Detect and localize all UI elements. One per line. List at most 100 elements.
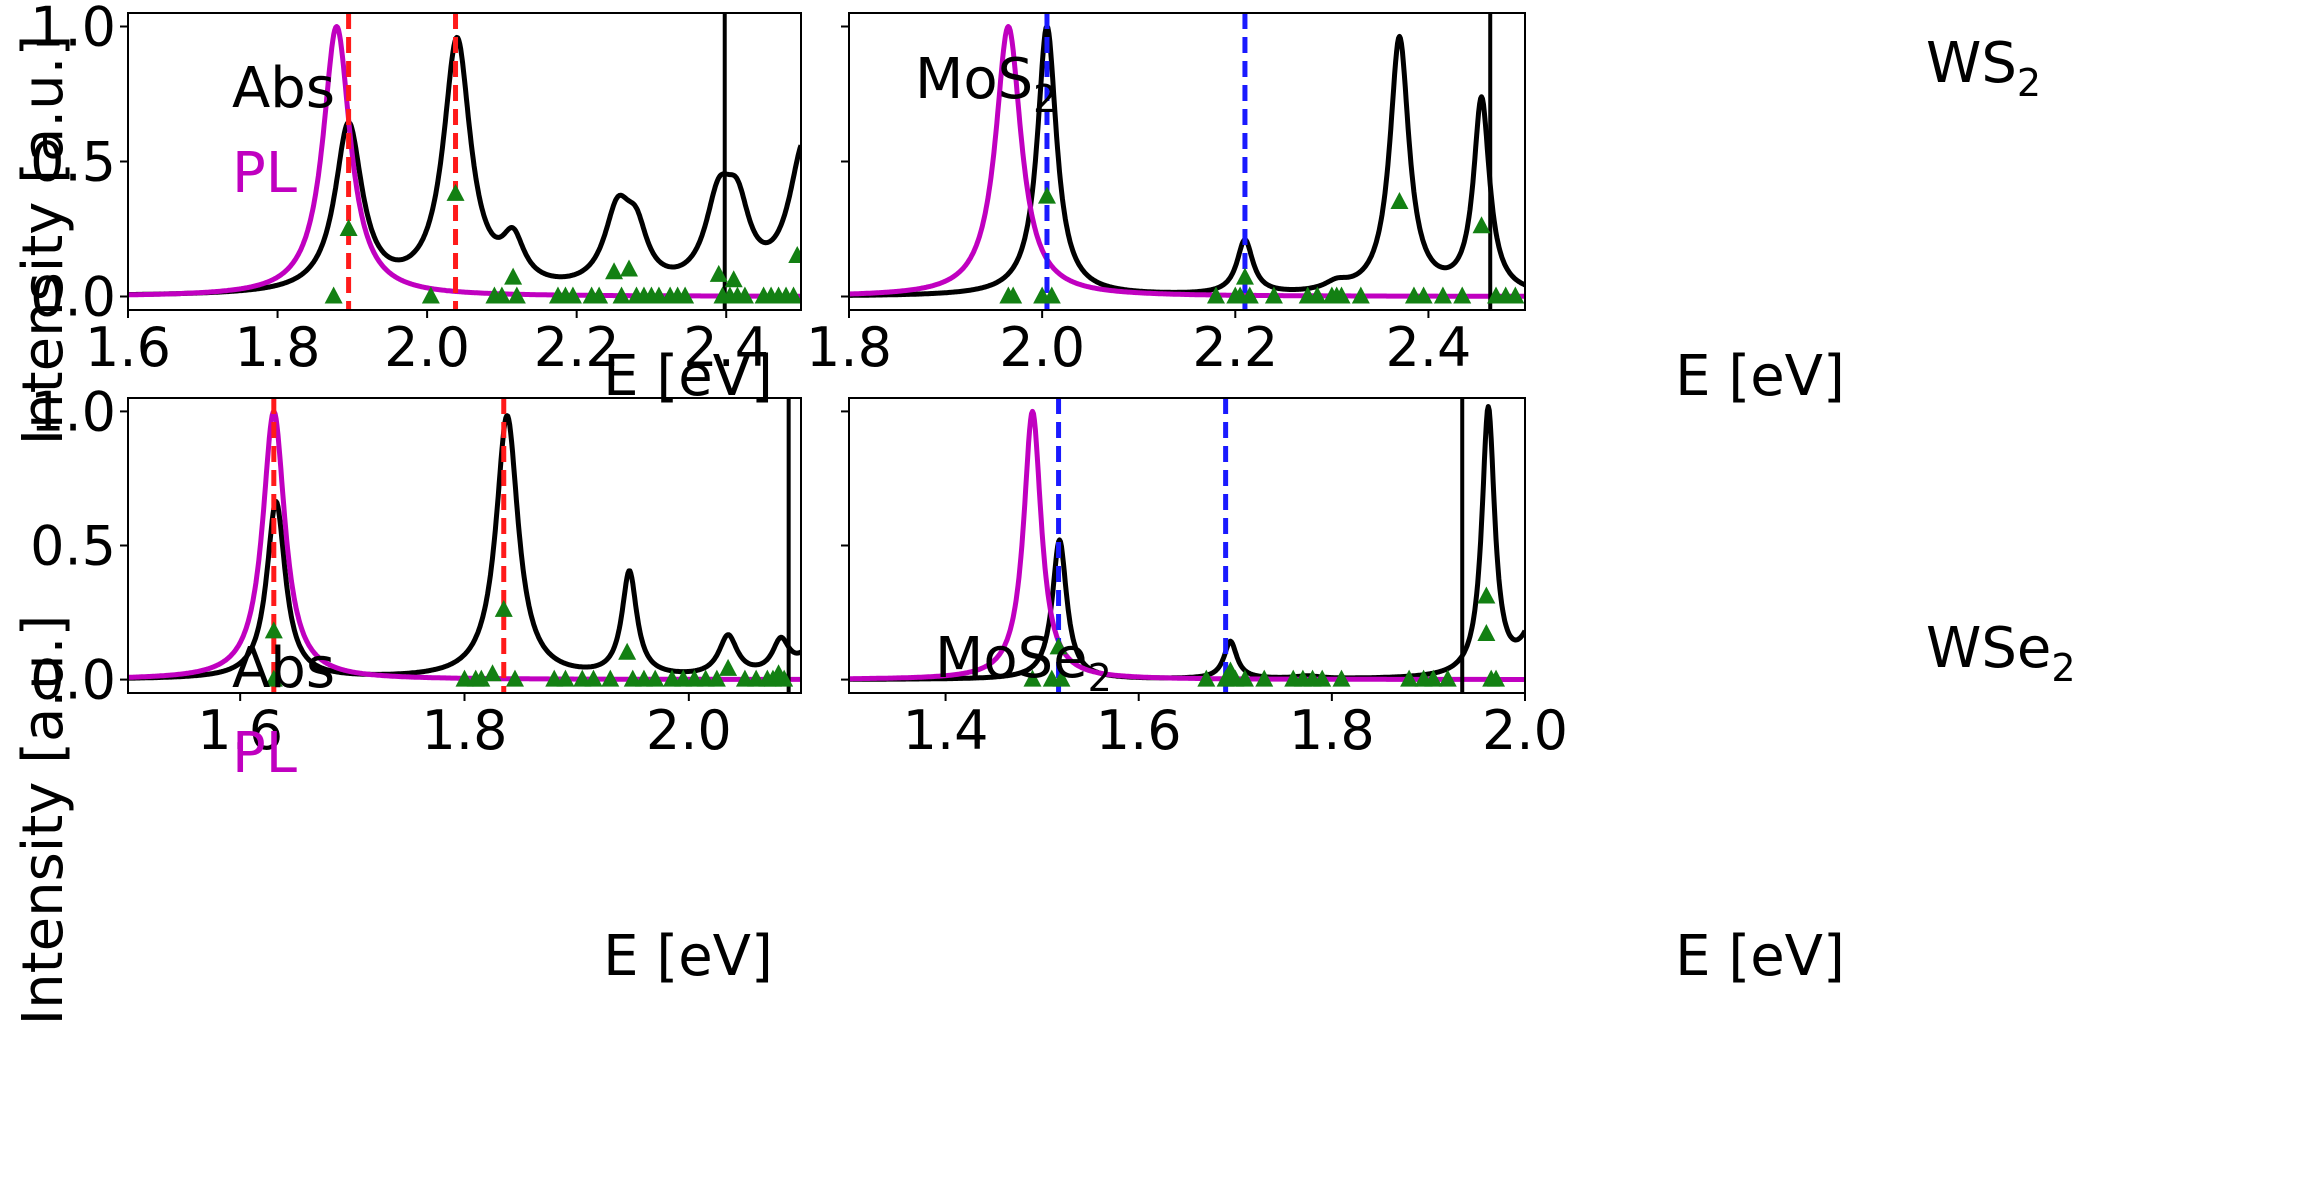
pl-curve <box>128 409 801 682</box>
oscillator-marker <box>1472 216 1491 234</box>
oscillator-marker <box>1037 186 1056 204</box>
material-label-2: MoSe2 <box>935 626 1112 700</box>
oscillator-marker <box>788 246 801 263</box>
oscillator-marker <box>504 267 523 285</box>
y-tick-label: 0.5 <box>30 131 116 194</box>
y-tick-label: 1.0 <box>30 380 116 443</box>
legend-pl-0: PL <box>232 141 297 206</box>
y-tick-label: 0.0 <box>30 649 116 712</box>
oscillator-marker <box>1313 669 1332 687</box>
x-tick-label: 1.4 <box>903 699 989 762</box>
oscillator-marker <box>483 664 502 682</box>
x-tick-label: 1.8 <box>235 316 321 379</box>
oscillator-marker <box>735 286 754 304</box>
oscillator-marker <box>1477 586 1496 604</box>
xlabel-3: E [eV] <box>1675 924 1845 989</box>
x-tick-label: 1.8 <box>806 316 892 379</box>
material-label-3: WSe2 <box>1926 616 2076 690</box>
oscillator-marker <box>1424 669 1443 687</box>
y-tick-label: 0.0 <box>30 266 116 329</box>
oscillator-marker <box>1506 286 1525 304</box>
oscillator-marker <box>709 264 728 282</box>
panel-mos2: 1.6 1.8 2.0 2.2 2.4 0.0 0.5 1.0 <box>30 0 802 379</box>
oscillator-marker <box>339 219 358 236</box>
oscillator-marker <box>494 599 513 617</box>
panel-wse2: 1.4 1.6 1.8 2.0 <box>841 397 1568 762</box>
oscillator-marker <box>1332 669 1351 687</box>
ylabel-0: Intensity [a.u.] <box>11 35 76 446</box>
oscillator-marker <box>646 669 665 687</box>
oscillator-marker <box>584 669 603 687</box>
oscillator-marker <box>676 286 695 304</box>
oscillator-marker <box>1004 286 1023 304</box>
legend-abs-0: Abs <box>232 56 335 121</box>
oscillator-marker <box>620 259 639 277</box>
oscillator-marker <box>1400 669 1419 687</box>
oscillator-marker <box>1433 286 1452 304</box>
material-sub-0: 2 <box>1033 77 1057 121</box>
material-name-1: WS <box>1926 31 2017 96</box>
x-tick-label: 2.0 <box>1482 699 1568 762</box>
x-tick-label: 1.6 <box>85 316 171 379</box>
material-sub-2: 2 <box>1088 656 1112 700</box>
oscillator-marker <box>1255 669 1274 687</box>
oscillator-marker <box>1390 192 1409 209</box>
oscillator-marker <box>264 669 283 687</box>
material-sub-1: 2 <box>2017 61 2041 105</box>
oscillator-marker <box>1206 286 1225 304</box>
oscillator-marker <box>784 286 801 304</box>
panel-ws2: 1.8 2.0 2.2 2.4 <box>806 12 1526 379</box>
oscillator-marker <box>1197 669 1216 687</box>
oscillator-marker <box>1438 669 1457 687</box>
ylabel-2: Intensity [a.u.] <box>11 615 76 1026</box>
oscillator-marker <box>1487 669 1506 687</box>
oscillator-marker <box>1308 286 1327 304</box>
x-tick-label: 1.8 <box>1289 699 1375 762</box>
material-name-3: WSe <box>1926 616 2051 681</box>
x-tick-label: 2.0 <box>384 316 470 379</box>
oscillator-marker <box>590 286 609 304</box>
oscillator-marker <box>505 669 524 687</box>
oscillator-marker <box>324 286 343 304</box>
x-tick-label: 1.6 <box>197 699 283 762</box>
panel-mose2: 1.6 1.8 2.0 0.0 0.5 1.0 <box>30 380 802 762</box>
oscillator-marker <box>612 286 631 304</box>
oscillator-marker <box>601 669 620 687</box>
axes-frame <box>127 12 802 311</box>
x-tick-label: 2.2 <box>1192 316 1278 379</box>
oscillator-marker <box>1235 267 1254 285</box>
oscillator-marker <box>1052 669 1071 687</box>
oscillator-marker <box>507 286 526 304</box>
oscillator-marker <box>472 669 491 687</box>
oscillator-marker <box>724 270 743 288</box>
oscillator-marker <box>446 183 465 201</box>
x-tick-label: 2.0 <box>646 699 732 762</box>
x-tick-label: 2.4 <box>1385 316 1471 379</box>
oscillator-marker <box>1453 286 1472 304</box>
plot-area-2 <box>128 398 801 693</box>
legend-pl-2: PL <box>232 721 297 786</box>
y-tick-label: 1.0 <box>30 0 116 59</box>
material-sub-3: 2 <box>2051 646 2075 690</box>
oscillator-marker <box>421 286 440 304</box>
material-label-1: WS2 <box>1926 31 2041 105</box>
oscillator-marker <box>618 642 637 660</box>
oscillator-marker <box>563 286 582 304</box>
axes-frame <box>127 397 802 694</box>
oscillator-marker <box>556 669 575 687</box>
oscillator-marker <box>1414 286 1433 304</box>
oscillator-marker <box>605 262 624 280</box>
xlabel-0: E [eV] <box>603 344 773 409</box>
material-label-0: MoS2 <box>915 47 1057 121</box>
x-tick-label: 1.6 <box>1096 699 1182 762</box>
x-tick-label: 2.4 <box>683 316 769 379</box>
oscillator-marker <box>1042 286 1061 304</box>
xlabel-2: E [eV] <box>603 924 773 989</box>
oscillator-marker <box>1235 669 1254 687</box>
plot-area-3 <box>849 398 1525 693</box>
x-tick-label: 2.0 <box>999 316 1085 379</box>
material-name-0: MoS <box>915 47 1033 112</box>
abs-curve <box>128 413 801 681</box>
oscillator-marker <box>775 669 794 687</box>
